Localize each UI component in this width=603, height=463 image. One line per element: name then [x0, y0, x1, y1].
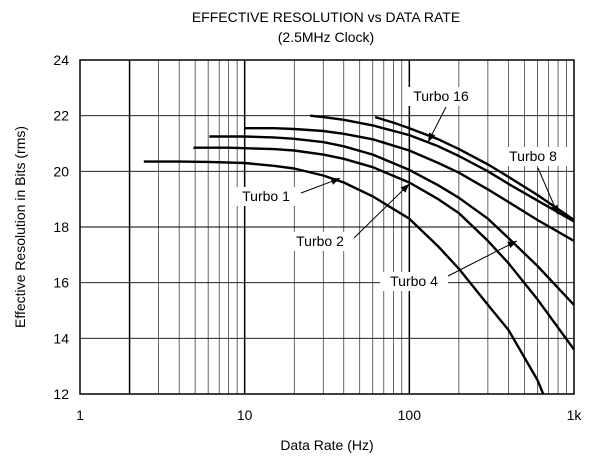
- annotation-label-bg: [499, 147, 567, 166]
- y-tick-label: 14: [53, 330, 69, 346]
- y-tick-label: 18: [53, 219, 69, 235]
- annotation-leader: [447, 240, 518, 277]
- series-group: [143, 114, 575, 395]
- plot-frame: [79, 59, 575, 395]
- y-tick-label: 12: [53, 386, 69, 402]
- y-tick-label: 22: [53, 108, 69, 124]
- series-line-1: [143, 160, 545, 395]
- annotation-label-bg: [232, 187, 300, 206]
- series-line-6: [374, 115, 575, 221]
- annotation-label: Turbo 1: [242, 188, 290, 204]
- y-tick-label: 20: [53, 163, 69, 179]
- series-line-3: [209, 135, 575, 306]
- grid: [80, 60, 574, 394]
- annotation-arrowhead: [330, 178, 341, 185]
- series-line-5: [310, 114, 575, 223]
- x-tick-label: 100: [398, 407, 422, 423]
- y-axis-label: Effective Resolution in Bits (rms): [12, 126, 28, 328]
- series-line-4: [244, 126, 575, 242]
- annotation-arrowhead: [428, 132, 436, 143]
- annotation-label: Turbo 4: [390, 273, 438, 289]
- series-line-2: [193, 146, 575, 351]
- tick-labels: 1 10 100 1k 12 14 16 18 20 22 24: [53, 52, 582, 423]
- chart-title: EFFECTIVE RESOLUTION vs DATA RATE: [192, 9, 460, 25]
- annotation-leader: [353, 183, 410, 239]
- annotation-arrowhead: [507, 240, 517, 249]
- y-tick-label: 16: [53, 275, 69, 291]
- annotation-label-bg: [380, 272, 448, 291]
- annotation-label: Turbo 8: [509, 148, 557, 164]
- annotation-arrowhead: [551, 204, 559, 215]
- x-tick-label: 1k: [567, 407, 583, 423]
- annotation-label: Turbo 2: [296, 233, 344, 249]
- annotation-label-bg: [403, 87, 479, 106]
- annotation-label-bg: [286, 232, 354, 251]
- annotations-group: Turbo 1 Turbo 2 Turbo 4 Turbo 8 Turbo 16: [232, 87, 567, 291]
- y-tick-label: 24: [53, 52, 69, 68]
- x-tick-label: 10: [237, 407, 253, 423]
- x-tick-label: 1: [76, 407, 84, 423]
- annotation-arrowhead: [400, 183, 410, 193]
- chart-subtitle: (2.5MHz Clock): [278, 29, 374, 45]
- x-axis-label: Data Rate (Hz): [280, 437, 373, 453]
- annotation-label: Turbo 16: [413, 88, 469, 104]
